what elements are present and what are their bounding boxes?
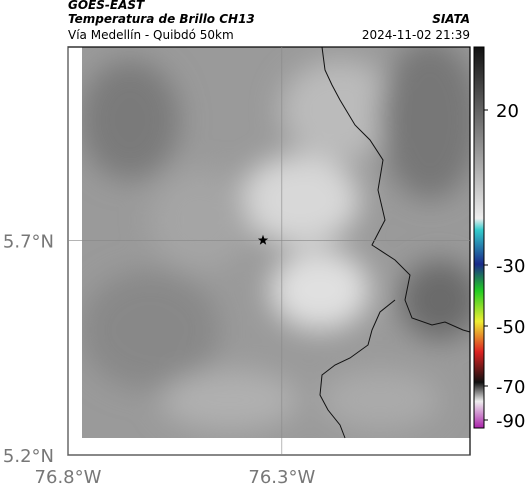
date: 2024-11-02 21:39	[362, 28, 470, 42]
x-tick-label: 76.3°W	[248, 467, 315, 488]
source: SIATA	[432, 12, 470, 26]
subtitle: Vía Medellín - Quibdó 50km	[68, 28, 234, 42]
imagery	[82, 47, 470, 438]
title: Temperatura de Brillo CH13	[68, 12, 255, 26]
colorbar-tick-label: -50	[496, 317, 525, 338]
colorbar-tick-label: -30	[496, 256, 525, 277]
y-tick-label: 5.2°N	[3, 446, 54, 467]
x-tick-label: 76.8°W	[35, 467, 102, 488]
colorbar	[473, 46, 485, 429]
y-tick-label: 5.7°N	[3, 231, 54, 252]
colorbar-tick-label: -90	[496, 411, 525, 432]
colorbar-tick-label: 20	[496, 101, 519, 122]
border	[319, 46, 471, 439]
product: GOES-EAST	[68, 0, 145, 12]
location-marker	[257, 234, 269, 245]
colorbar-tick-label: -70	[496, 377, 525, 398]
